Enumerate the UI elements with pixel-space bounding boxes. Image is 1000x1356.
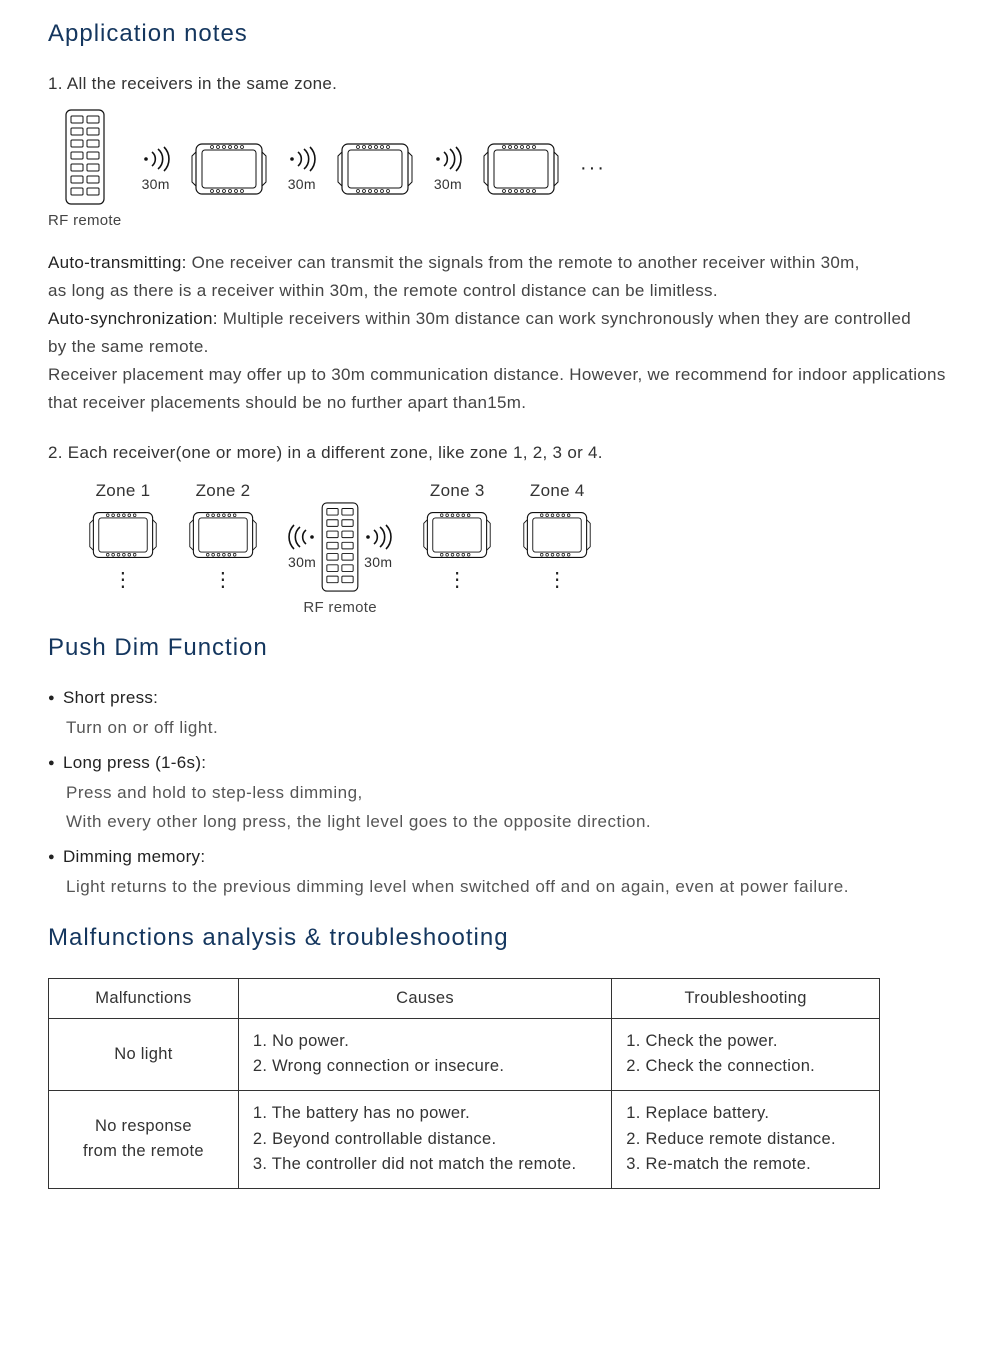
remote-icon <box>64 108 106 206</box>
remote-label: RF remote <box>48 212 122 229</box>
signal-icon <box>288 146 316 172</box>
long-press-desc: Press and hold to step-less dimming, Wit… <box>66 779 952 837</box>
note-1: 1. All the receivers in the same zone. <box>48 74 952 94</box>
remote-icon <box>320 501 360 593</box>
th-malfunctions: Malfunctions <box>49 978 239 1018</box>
vertical-dots: ⋮ <box>547 567 567 592</box>
distance-label: 30m <box>288 176 316 192</box>
table-row: No response from the remote 1. The batte… <box>49 1090 880 1188</box>
heading-malfunctions: Malfunctions analysis & troubleshooting <box>48 924 952 952</box>
receiver-icon <box>522 507 592 563</box>
signal-right-icon <box>364 524 392 550</box>
short-press-label: Short press: <box>48 688 952 708</box>
signal-icon <box>142 146 170 172</box>
heading-push-dim: Push Dim Function <box>48 634 952 662</box>
cell-malfunction: No light <box>49 1018 239 1090</box>
th-causes: Causes <box>238 978 611 1018</box>
remote-label: RF remote <box>303 599 377 616</box>
signal-icon <box>434 146 462 172</box>
vertical-dots: ⋮ <box>447 567 467 592</box>
heading-application-notes: Application notes <box>48 20 952 48</box>
auto-transmit-label: Auto-transmitting: <box>48 253 187 272</box>
receiver-icon <box>188 507 258 563</box>
malfunctions-table: Malfunctions Causes Troubleshooting No l… <box>48 978 880 1189</box>
receiver-icon <box>482 138 560 200</box>
push-dim-list: Short press: Turn on or off light. Long … <box>48 688 952 902</box>
dimming-memory-label: Dimming memory: <box>48 847 952 867</box>
cell-malfunction: No response from the remote <box>49 1090 239 1188</box>
long-press-label: Long press (1-6s): <box>48 753 952 773</box>
zone-3-label: Zone 3 <box>430 481 485 501</box>
table-row: No light 1. No power. 2. Wrong connectio… <box>49 1018 880 1090</box>
cell-causes: 1. The battery has no power. 2. Beyond c… <box>238 1090 611 1188</box>
distance-label: 30m <box>434 176 462 192</box>
zone-2-label: Zone 2 <box>196 481 251 501</box>
auto-sync-label: Auto-synchronization: <box>48 309 218 328</box>
receiver-icon <box>336 138 414 200</box>
zone-4-label: Zone 4 <box>530 481 585 501</box>
cell-troubleshooting: 1. Check the power. 2. Check the connect… <box>612 1018 880 1090</box>
distance-label: 30m <box>364 554 392 570</box>
dimming-memory-desc: Light returns to the previous dimming le… <box>66 873 952 902</box>
note-2: 2. Each receiver(one or more) in a diffe… <box>48 443 952 463</box>
receiver-icon <box>190 138 268 200</box>
diagram-different-zones: Zone 1 ⋮ Zone 2 ⋮ 30m <box>88 481 952 616</box>
table-header-row: Malfunctions Causes Troubleshooting <box>49 978 880 1018</box>
info-paragraph: Auto-transmitting: One receiver can tran… <box>48 249 952 417</box>
distance-label: 30m <box>142 176 170 192</box>
vertical-dots: ⋮ <box>113 567 133 592</box>
signal-left-icon <box>288 524 316 550</box>
receiver-icon <box>88 507 158 563</box>
vertical-dots: ⋮ <box>213 567 233 592</box>
cell-troubleshooting: 1. Replace battery. 2. Reduce remote dis… <box>612 1090 880 1188</box>
receiver-icon <box>422 507 492 563</box>
distance-label: 30m <box>288 554 316 570</box>
cell-causes: 1. No power. 2. Wrong connection or inse… <box>238 1018 611 1090</box>
zone-1-label: Zone 1 <box>96 481 151 501</box>
short-press-desc: Turn on or off light. <box>66 714 952 743</box>
th-troubleshooting: Troubleshooting <box>612 978 880 1018</box>
ellipsis: ··· <box>580 157 606 180</box>
diagram-same-zone: RF remote 30m 30m <box>48 108 952 229</box>
